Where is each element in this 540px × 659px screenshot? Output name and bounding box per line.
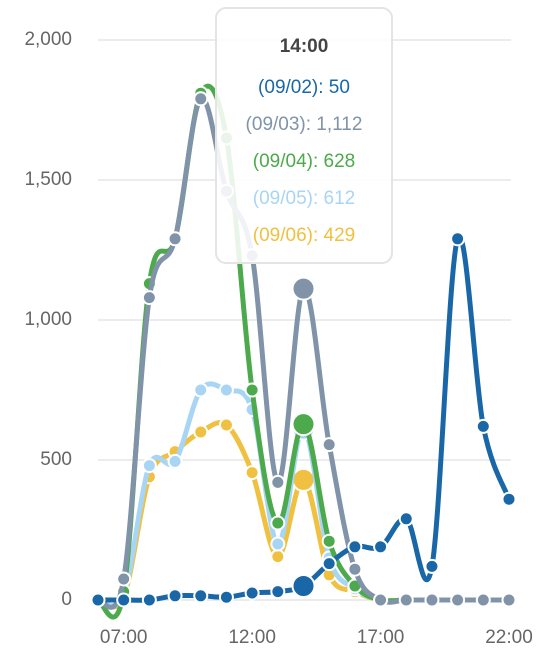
y-tick-label: 0	[61, 589, 72, 610]
data-point	[270, 515, 286, 531]
tooltip-title: 14:00	[280, 36, 329, 57]
y-tick-label: 2,000	[24, 29, 72, 50]
data-point	[321, 533, 337, 549]
data-point	[167, 231, 183, 247]
tooltip-item: (09/06): 429	[253, 225, 355, 246]
data-point	[501, 592, 517, 608]
data-point	[270, 584, 286, 600]
data-point	[193, 91, 209, 107]
tooltip-item: (09/03): 1,112	[246, 114, 363, 135]
data-point	[321, 437, 337, 453]
data-point	[291, 574, 316, 598]
x-tick-label: 12:00	[228, 627, 276, 648]
data-point	[450, 592, 466, 608]
y-tick-label: 1,500	[24, 169, 72, 190]
data-point	[270, 474, 286, 490]
tooltip-box	[215, 7, 393, 264]
y-tick-label: 1,000	[24, 309, 72, 330]
data-point	[167, 588, 183, 604]
data-point	[501, 491, 517, 507]
data-point	[270, 549, 286, 565]
data-point	[321, 556, 337, 572]
data-point	[270, 536, 286, 552]
x-tick-label: 22:00	[485, 627, 533, 648]
data-point	[244, 465, 260, 481]
data-point	[475, 592, 491, 608]
data-point	[193, 382, 209, 398]
data-point	[90, 592, 106, 608]
y-tick-label: 500	[40, 449, 72, 470]
data-point	[373, 539, 389, 555]
data-point	[424, 592, 440, 608]
tooltip: 14:00 (09/02): 50 (09/03): 1,112 (09/04): 6…	[215, 7, 393, 264]
data-point	[398, 511, 414, 527]
data-point	[291, 276, 316, 301]
data-point	[116, 592, 132, 608]
data-point	[450, 231, 466, 247]
data-point	[193, 424, 209, 440]
tooltip-item: (09/04): 628	[253, 151, 355, 172]
data-point	[475, 418, 491, 434]
data-point	[218, 417, 234, 433]
x-tick-label: 17:00	[357, 627, 405, 648]
data-point	[373, 592, 389, 608]
data-point	[141, 592, 157, 608]
data-point	[398, 592, 414, 608]
data-point	[424, 558, 440, 574]
data-point	[116, 571, 132, 587]
data-point	[218, 589, 234, 605]
data-point	[244, 382, 260, 398]
data-point	[167, 453, 183, 469]
data-point	[218, 382, 234, 398]
x-tick-label: 07:00	[100, 627, 148, 648]
data-point	[141, 290, 157, 306]
data-point	[193, 588, 209, 604]
data-point	[291, 412, 316, 437]
tooltip-item: (09/05): 612	[253, 188, 355, 209]
data-point	[347, 539, 363, 555]
data-point	[244, 585, 260, 601]
data-point	[347, 561, 363, 577]
data-point	[291, 467, 316, 492]
data-point	[141, 458, 157, 474]
tooltip-item: (09/02): 50	[258, 77, 350, 98]
